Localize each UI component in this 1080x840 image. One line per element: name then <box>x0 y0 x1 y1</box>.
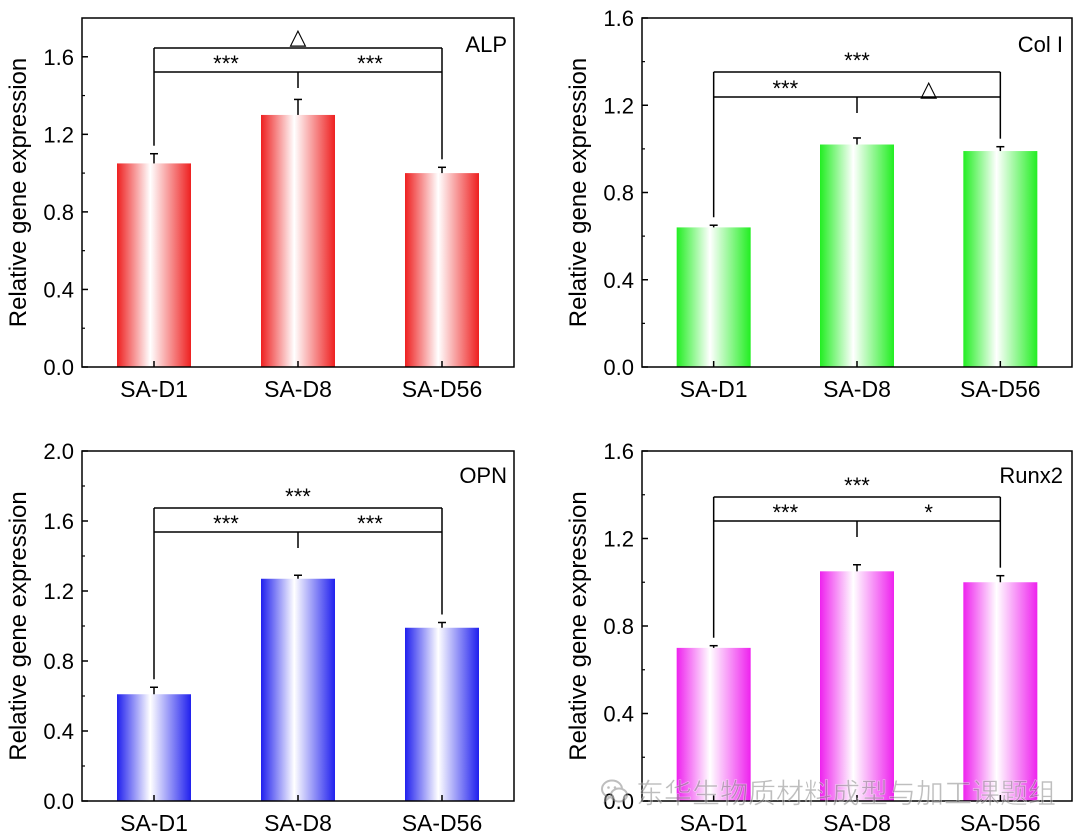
error-bar-sa-d56 <box>438 166 446 174</box>
y-tick-label: 0.8 <box>43 200 74 225</box>
significance-right: △ <box>920 76 937 101</box>
watermark: 东华生物质材料成型与加工课题组 <box>600 772 1060 812</box>
chart-panel-4: 0.00.40.81.21.6SA-D1SA-D8SA-D56Relative … <box>565 439 1073 836</box>
x-tick-label: SA-D56 <box>960 810 1041 836</box>
y-tick-label: 0.4 <box>43 277 74 302</box>
y-tick-label: 0.0 <box>43 789 74 814</box>
y-tick-label: 2.0 <box>43 439 74 464</box>
y-tick-label: 0.4 <box>603 702 634 727</box>
x-tick-label: SA-D1 <box>680 810 748 836</box>
y-axis-label: Relative gene expression <box>565 58 592 328</box>
bar-sa-d8 <box>820 144 894 367</box>
error-bar-sa-d56 <box>996 145 1005 152</box>
bar-sa-d56 <box>405 627 479 801</box>
significance-left: *** <box>213 511 239 536</box>
significance-right: * <box>924 500 933 525</box>
chart-panel-3: 0.0 0.4 0.8 1.2 1.6 2.0 SA-D1 SA-D8 SA-D56 Relati… <box>5 439 515 836</box>
significance-left: *** <box>772 500 798 525</box>
significance-bracket <box>712 496 1002 638</box>
y-tick-label: 1.2 <box>603 93 634 118</box>
chart-panel-2: 0.0 0.4 0.8 1.2 1.6 SA-D1 SA-D8 SA-D56 Relative … <box>565 6 1073 402</box>
x-tick-label: SA-D8 <box>264 810 332 836</box>
bar-sa-d1 <box>676 647 751 801</box>
x-tick-label: SA-D8 <box>264 376 332 402</box>
y-tick-label: 0.8 <box>603 614 634 639</box>
y-tick-label: 0.8 <box>603 181 634 206</box>
significance-bracket <box>712 71 1002 218</box>
y-tick-label: 1.6 <box>603 439 634 464</box>
chart-title: ALP <box>465 32 507 57</box>
significance-outer: *** <box>844 48 870 73</box>
significance-right: *** <box>357 51 383 76</box>
chart-panel-1: 0.0 0.4 0.8 1.2 1.6 SA-D1 SA-D8 SA-D56 Relative … <box>5 17 515 402</box>
error-bar-sa-d8 <box>853 137 861 145</box>
chart-title: Col I <box>1018 32 1063 57</box>
error-bar-sa-d8 <box>853 564 861 572</box>
y-tick-label: 1.2 <box>603 527 634 552</box>
error-bar-sa-d1 <box>709 224 718 228</box>
chart-title: Runx2 <box>999 463 1063 488</box>
bar-sa-d8 <box>820 571 894 801</box>
y-axis-label: Relative gene expression <box>565 491 592 761</box>
y-tick-label: 0.0 <box>43 355 74 380</box>
error-bar-sa-d1 <box>150 686 158 695</box>
y-axis-label: Relative gene expression <box>5 491 32 761</box>
significance-outer: *** <box>285 484 311 509</box>
bar-sa-d56 <box>405 173 479 367</box>
x-tick-label: SA-D1 <box>680 376 748 402</box>
bar-sa-d8 <box>261 114 335 367</box>
y-tick-label: 1.6 <box>603 6 634 31</box>
y-axis-label: Relative gene expression <box>5 58 32 328</box>
significance-bracket <box>153 507 443 680</box>
y-tick-label: 1.6 <box>43 45 74 70</box>
bar-sa-d1 <box>117 163 191 367</box>
y-tick-label: 0.8 <box>43 649 74 674</box>
bar-sa-d8 <box>261 578 335 801</box>
significance-right: *** <box>357 511 383 536</box>
bar-sa-d56 <box>963 582 1038 801</box>
y-tick-label: 1.2 <box>43 579 74 604</box>
x-tick-label: SA-D8 <box>823 376 891 402</box>
error-bar-sa-d56 <box>438 621 446 628</box>
bar-sa-d56 <box>963 151 1038 367</box>
y-tick-label: 1.6 <box>43 509 74 534</box>
chart-title: OPN <box>459 463 507 488</box>
error-bar-sa-d8 <box>294 98 302 115</box>
significance-bracket <box>153 47 443 160</box>
significance-outer: △ <box>290 24 307 49</box>
x-tick-label: SA-D56 <box>402 810 483 836</box>
y-tick-label: 0.0 <box>603 355 634 380</box>
error-bar-sa-d1 <box>150 152 158 164</box>
y-tick-label: 1.2 <box>43 122 74 147</box>
bar-sa-d1 <box>676 227 751 367</box>
significance-left: *** <box>772 76 798 101</box>
wechat-icon <box>601 779 628 804</box>
bar-sa-d1 <box>117 694 191 801</box>
x-tick-label: SA-D1 <box>120 376 188 402</box>
x-tick-label: SA-D1 <box>120 810 188 836</box>
x-tick-label: SA-D56 <box>402 376 483 402</box>
significance-left: *** <box>213 51 239 76</box>
watermark-text: 东华生物质材料成型与加工课题组 <box>636 777 1057 811</box>
y-tick-label: 0.4 <box>603 268 634 293</box>
x-tick-label: SA-D8 <box>823 810 891 836</box>
x-tick-label: SA-D56 <box>960 376 1041 402</box>
error-bar-sa-d1 <box>709 644 718 648</box>
error-bar-sa-d56 <box>996 574 1005 583</box>
y-tick-label: 0.4 <box>43 719 74 744</box>
significance-outer: *** <box>844 473 870 498</box>
error-bar-sa-d8 <box>294 574 302 579</box>
